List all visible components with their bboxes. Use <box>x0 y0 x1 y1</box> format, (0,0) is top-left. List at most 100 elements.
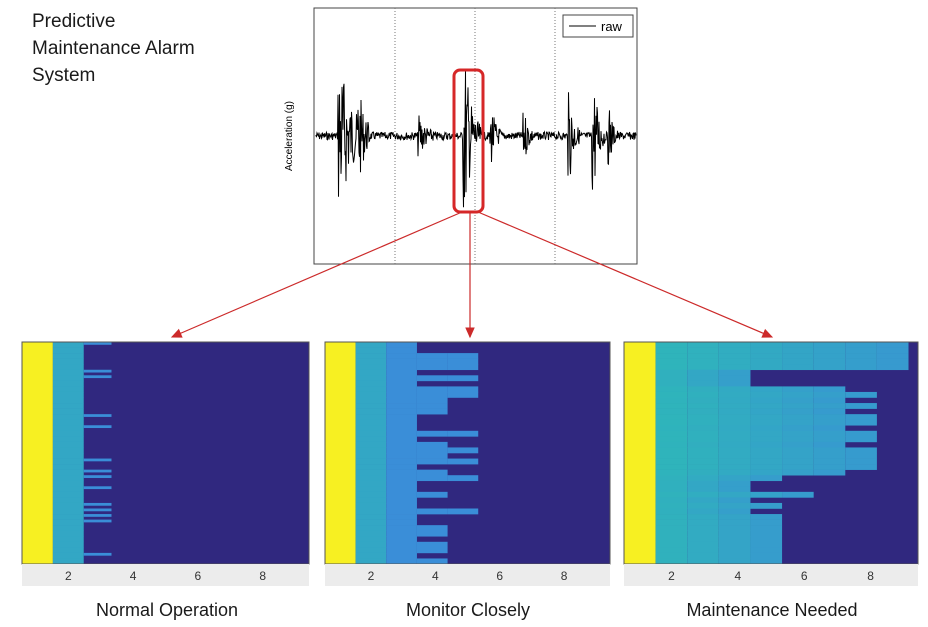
x-tick-label: 2 <box>368 569 375 583</box>
spectrogram-cell <box>750 397 783 404</box>
spectrogram-cell <box>655 558 688 565</box>
spectrogram-cell <box>813 391 846 398</box>
spectrogram-cell <box>355 347 387 354</box>
spectrogram-cell <box>718 403 751 409</box>
spectrogram-cell <box>750 342 783 348</box>
spectrogram-cell <box>782 419 814 426</box>
spectrogram-cell <box>355 458 387 465</box>
spectrogram-cell <box>876 353 909 359</box>
spectrogram-cell <box>687 386 719 393</box>
spectrogram-cell <box>782 408 814 415</box>
spectrogram-cell <box>52 353 84 359</box>
spectrogram-cell <box>355 364 387 371</box>
spectrogram-cell <box>22 342 53 564</box>
legend: raw <box>562 14 634 38</box>
spectrogram-cell <box>52 558 84 565</box>
spectrogram-cell <box>782 358 814 365</box>
spectrogram-cell <box>687 491 719 498</box>
spectrogram-cell <box>718 497 751 504</box>
spectrogram-cell <box>355 552 387 559</box>
spectrogram-cell <box>750 358 783 365</box>
title-line-2: Maintenance Alarm <box>32 38 195 59</box>
spectrogram-cell <box>416 408 448 415</box>
spectrogram-cell <box>718 358 751 365</box>
spectrogram-cell <box>718 436 751 443</box>
spectrogram-cell <box>687 369 719 376</box>
spectrogram-cell <box>52 530 84 537</box>
spectrogram-cell <box>813 347 846 354</box>
spectrogram-cell <box>416 358 448 365</box>
spectrogram-cell <box>655 380 688 387</box>
spectrogram-cell <box>52 342 84 348</box>
spectrogram-cell <box>83 369 112 373</box>
spectrogram-cell <box>52 458 84 465</box>
spectrogram-cell <box>718 519 751 526</box>
spectrogram-cell <box>782 403 814 409</box>
spectrogram-cell <box>718 525 751 531</box>
spectrogram-cell <box>718 552 751 559</box>
x-tick-label: 8 <box>867 569 874 583</box>
spectrogram-cell <box>386 486 417 493</box>
spectrogram-cell <box>687 453 719 459</box>
spectrogram-cell <box>325 342 356 564</box>
spectrogram-cell <box>52 525 84 531</box>
spectrogram-cell <box>386 358 417 365</box>
spectrogram-cell <box>813 414 846 420</box>
spectrogram-cell <box>655 353 688 359</box>
spectrogram-cell <box>813 430 846 437</box>
spectrogram-cell <box>718 508 751 515</box>
spectrogram-cell <box>845 453 877 459</box>
spectrogram-cell <box>355 441 387 448</box>
spectrogram-cell <box>655 519 688 526</box>
spectrogram-cell <box>718 502 751 509</box>
spectrogram-cell <box>355 558 387 565</box>
spectrogram-cell <box>655 514 688 520</box>
spectrogram-cell <box>718 541 751 548</box>
x-axis-strip <box>22 564 309 586</box>
spectrogram-cell <box>813 436 846 443</box>
spectrogram-cell <box>845 391 877 398</box>
x-tick-label: 8 <box>561 569 568 583</box>
spectrogram-cell <box>83 519 112 523</box>
spectrogram-cell <box>83 414 112 417</box>
spectrogram-cell <box>655 436 688 443</box>
spectrogram-cell <box>386 425 417 432</box>
spectrogram-cell <box>782 347 814 354</box>
spectrogram-cell <box>687 342 719 348</box>
spectrogram-cell <box>386 369 417 376</box>
spectrogram-cell <box>813 364 846 371</box>
spectrogram-cell <box>655 475 688 482</box>
spectrogram-maintenance: 2 4 6 8 <box>623 341 919 586</box>
spectrogram-cell <box>83 552 112 556</box>
spectrogram-cell <box>52 480 84 487</box>
spectrogram-cell <box>687 558 719 565</box>
x-tick-label: 6 <box>496 569 503 583</box>
spectrogram-cell <box>876 342 909 348</box>
spectrogram-cell <box>655 342 688 348</box>
spectrogram-cell <box>52 425 84 432</box>
spectrogram-cell <box>416 458 448 465</box>
spectrogram-cell <box>750 491 783 498</box>
spectrogram-cell <box>813 458 846 465</box>
x-tick-label: 4 <box>130 569 137 583</box>
spectrogram-monitor: 2 4 6 8 <box>324 341 611 586</box>
spectrogram-cell <box>718 480 751 487</box>
spectrogram-cell <box>687 397 719 404</box>
spectrogram-cell <box>718 558 751 565</box>
spectrogram-cell <box>750 441 783 448</box>
spectrogram-cell <box>845 364 877 371</box>
spectrogram-cell <box>845 419 877 426</box>
spectrogram-cell <box>52 508 84 515</box>
spectrogram-cell <box>750 414 783 420</box>
spectrogram-cell <box>655 486 688 493</box>
spectrogram-cell <box>52 397 84 404</box>
spectrogram-cell <box>687 552 719 559</box>
spectrogram-cell <box>687 419 719 426</box>
spectrogram-cell <box>750 419 783 426</box>
spectrogram-cell <box>447 375 479 382</box>
spectrogram-cell <box>355 475 387 482</box>
spectrogram-cell <box>386 530 417 537</box>
spectrogram-cell <box>52 519 84 526</box>
spectrogram-cell <box>845 353 877 359</box>
spectrogram-cell <box>52 358 84 365</box>
